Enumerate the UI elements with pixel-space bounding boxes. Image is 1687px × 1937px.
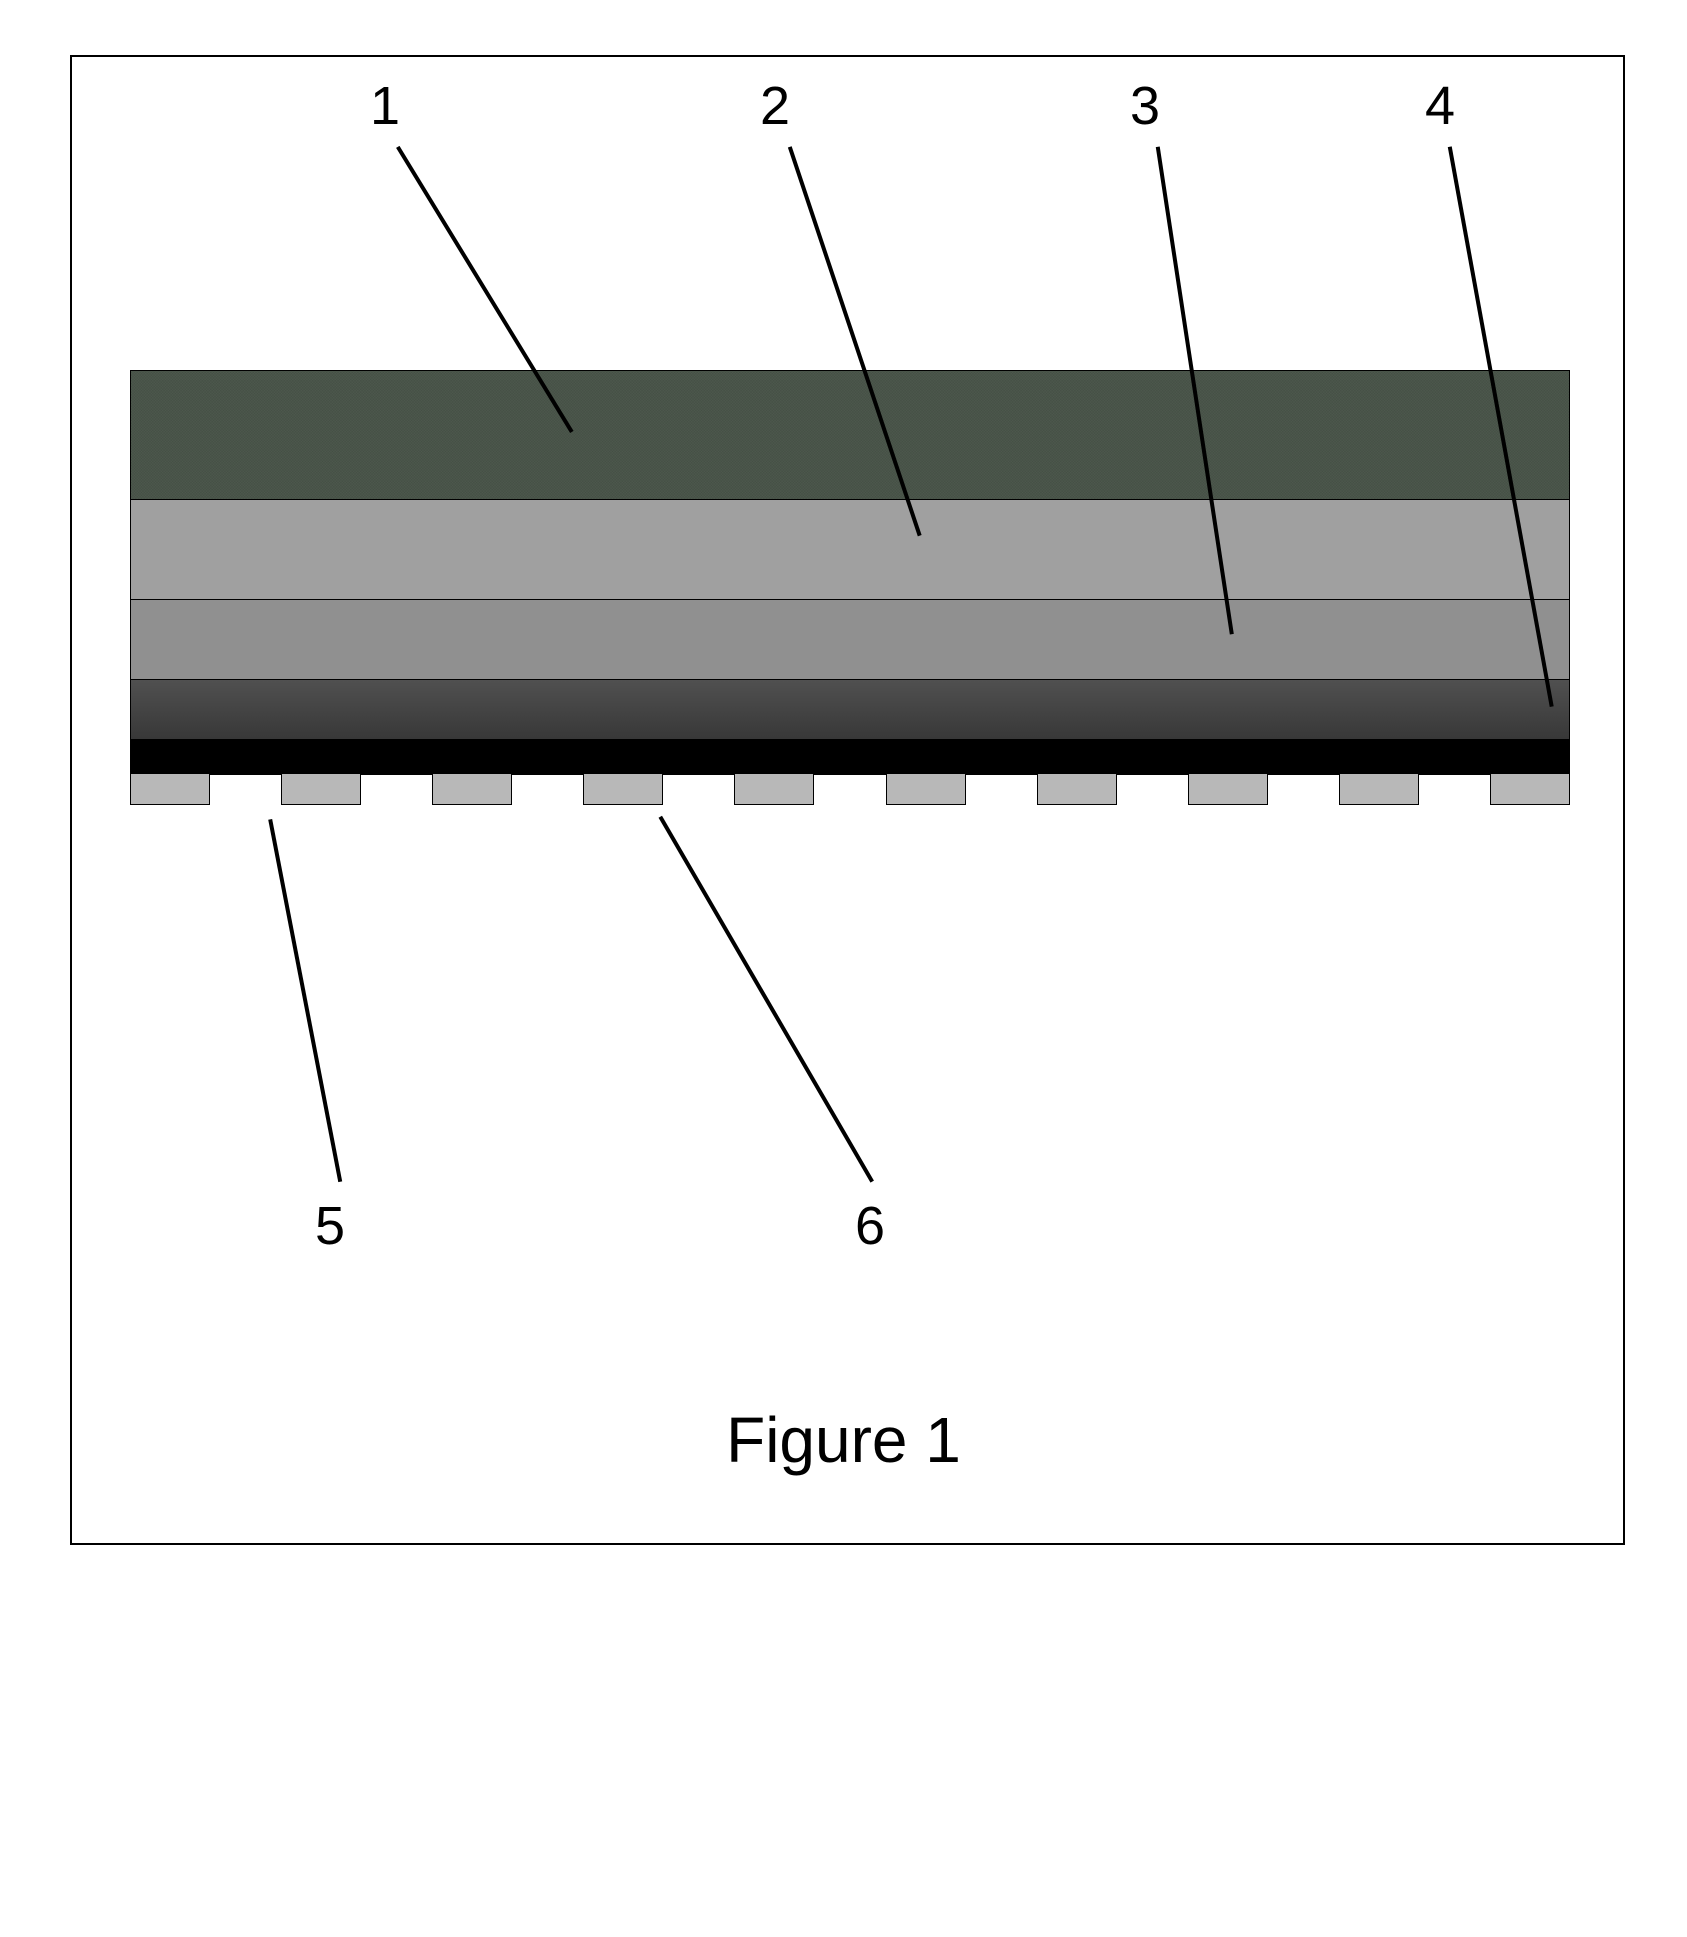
dashes-row [130,773,1570,808]
figure-caption: Figure 1 [0,1403,1687,1477]
dash [886,773,966,805]
label-1: 1 [370,75,400,137]
label-3: 3 [1130,75,1160,137]
dash [432,773,512,805]
dash [734,773,814,805]
layer-3 [130,600,1570,680]
layer-2 [130,500,1570,600]
dash [1339,773,1419,805]
label-4: 4 [1425,75,1455,137]
dash [281,773,361,805]
dash [1037,773,1117,805]
layer-4 [130,680,1570,740]
dash [1490,773,1570,805]
label-5: 5 [315,1195,345,1257]
diagram-container [130,370,1570,820]
layer-5 [130,740,1570,775]
dash [130,773,210,805]
dash [583,773,663,805]
label-2: 2 [760,75,790,137]
label-6: 6 [855,1195,885,1257]
layer-1 [130,370,1570,500]
dash [1188,773,1268,805]
